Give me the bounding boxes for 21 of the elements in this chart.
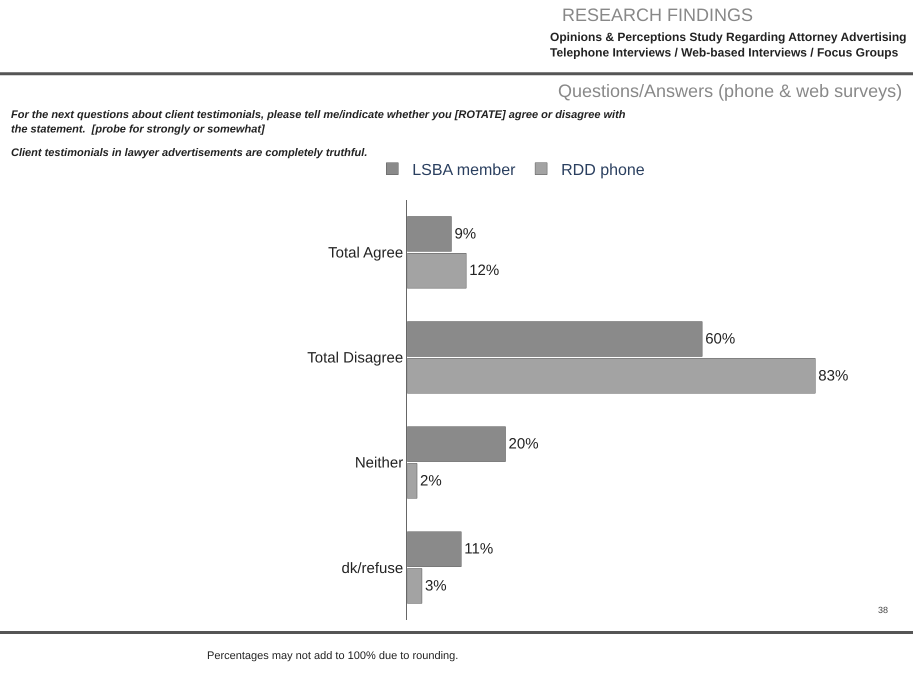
chart-subtitle: Opinions & Perceptions Study Regarding Attorney Advertising Telephone Interviews / Web-based Interviews / Focus Groups [550,30,906,60]
y-tick-label: Total Agree [328,244,404,262]
chart-title: RESEARCH FINDINGS [562,5,754,25]
data-label: 83% [818,367,848,384]
data-label: 20% [508,436,539,453]
data-label: 2% [420,472,442,490]
data-label: 12% [469,262,500,280]
text: Client testimonials in lawyer advertisements are completely truthful. [11,147,368,159]
data-label: 3% [424,577,447,594]
y-tick-label: Neither [354,454,404,472]
data-label: 11% [464,540,494,558]
data-label: 9% [454,225,476,242]
legend-label: LSBA member [412,162,516,179]
data-label: 60% [705,330,736,348]
y-tick-label: Total Disagree [307,350,404,367]
text: Questions/Answers (phone & web surveys) [558,81,902,101]
text: 38 [878,605,888,615]
y-tick-label: dk/refuse [341,560,404,577]
text: For the next questions about client testimonials, please tell me/indicate whether you [ROTATE] agree or disagree with the statement. [probe for strongly or somewhat] [11,109,626,136]
text: Percentages may not add to 100% due to rounding. [207,650,458,662]
legend-label: RDD phone [561,162,645,179]
